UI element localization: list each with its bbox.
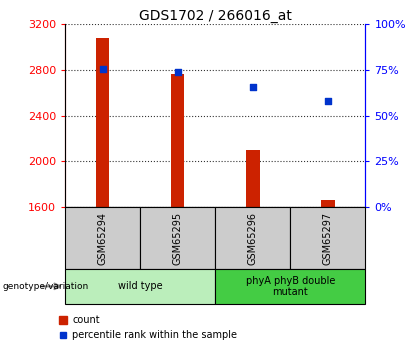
Bar: [321, 200, 335, 207]
Bar: [290, 207, 365, 269]
Bar: [171, 75, 184, 207]
Point: [249, 85, 256, 90]
Text: GSM65295: GSM65295: [173, 211, 183, 265]
Text: GSM65294: GSM65294: [97, 211, 108, 265]
Text: GSM65297: GSM65297: [323, 211, 333, 265]
Bar: [96, 38, 109, 207]
Point: [325, 98, 331, 104]
Bar: [215, 269, 365, 304]
Point: [174, 69, 181, 75]
Text: phyA phyB double
mutant: phyA phyB double mutant: [246, 276, 335, 297]
Bar: [215, 207, 290, 269]
Bar: [65, 269, 215, 304]
Legend: count, percentile rank within the sample: count, percentile rank within the sample: [60, 315, 237, 340]
Bar: [246, 150, 260, 207]
Text: genotype/variation: genotype/variation: [2, 282, 88, 291]
Text: wild type: wild type: [118, 282, 163, 291]
Point: [99, 66, 106, 72]
Text: GSM65296: GSM65296: [248, 211, 258, 265]
Bar: [140, 207, 215, 269]
Title: GDS1702 / 266016_at: GDS1702 / 266016_at: [139, 9, 291, 23]
Bar: [65, 207, 140, 269]
